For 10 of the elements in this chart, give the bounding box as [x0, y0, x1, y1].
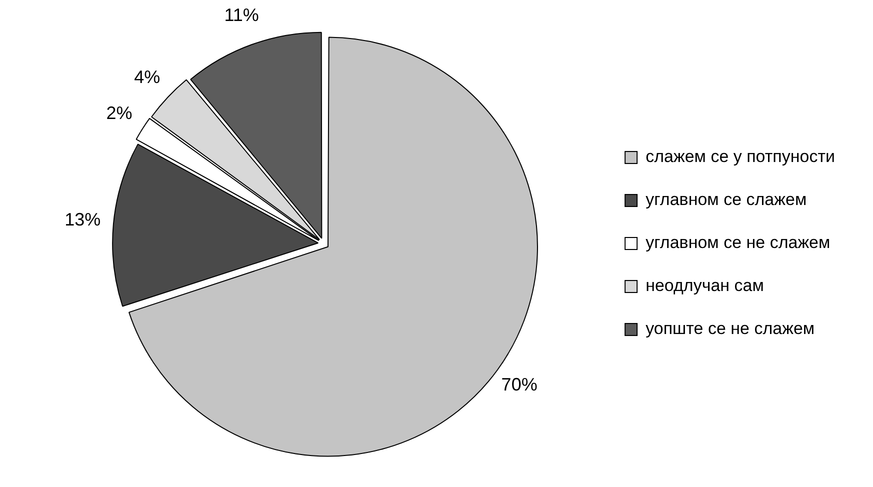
- legend-label: углавном се не слажем: [646, 233, 830, 252]
- legend-label: слажем се у потпуности: [646, 147, 836, 166]
- legend-label: неодлучан сам: [646, 276, 764, 296]
- legend-label: углавном се слажем: [646, 190, 807, 210]
- data-label: 4%: [134, 66, 160, 87]
- data-label: 11%: [224, 4, 259, 25]
- data-label: 13%: [64, 210, 101, 230]
- data-label: 70%: [501, 374, 538, 395]
- legend-label: уопште се не слажем: [646, 319, 815, 338]
- data-label: 2%: [106, 102, 132, 123]
